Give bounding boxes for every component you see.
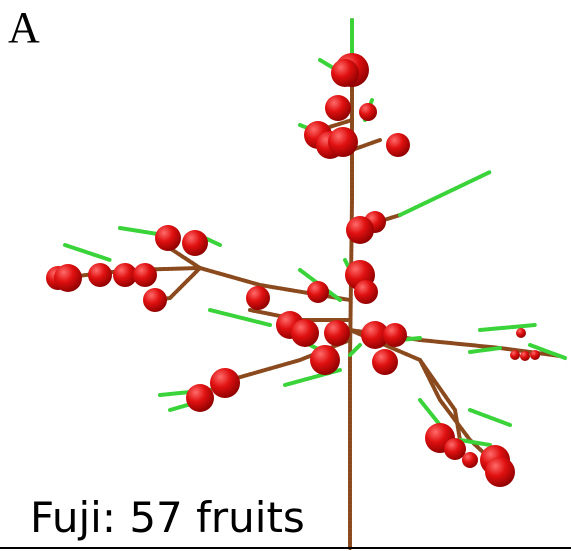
leaves bbox=[63, 18, 567, 447]
fruits bbox=[46, 53, 540, 487]
panel-label: A bbox=[8, 3, 40, 52]
caption: Fuji: 57 fruits bbox=[30, 493, 305, 542]
